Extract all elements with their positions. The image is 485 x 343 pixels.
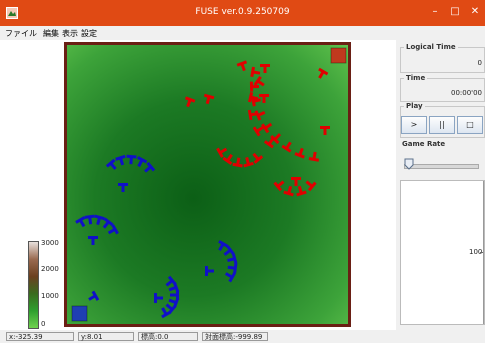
blue-unit-marker[interactable]	[134, 156, 148, 169]
red-unit-marker[interactable]	[232, 157, 243, 168]
title-bar: FUSE ver.0.9.250709 – □ ✕	[0, 0, 485, 26]
red-unit-marker[interactable]	[283, 185, 295, 197]
red-unit-marker[interactable]	[303, 178, 317, 192]
blue-unit-marker[interactable]	[158, 305, 172, 319]
red-unit-marker[interactable]	[294, 147, 307, 159]
blue-unit-marker[interactable]	[100, 217, 114, 231]
red-unit-marker[interactable]	[320, 126, 330, 135]
game-rate-group: Game Rate	[400, 140, 485, 176]
red-unit-marker[interactable]	[281, 140, 294, 153]
red-unit-marker[interactable]	[242, 156, 254, 168]
red-unit-marker[interactable]	[249, 81, 260, 92]
blue-unit-marker[interactable]	[106, 224, 119, 237]
status-y: y:8.01	[78, 332, 134, 341]
blue-unit-marker[interactable]	[223, 269, 237, 283]
red-unit-marker[interactable]	[247, 109, 259, 121]
legend-label-1000: 1000	[41, 292, 59, 300]
close-button[interactable]: ✕	[470, 6, 480, 17]
blue-unit-marker[interactable]	[170, 290, 179, 300]
logical-time-group: Logical Time 0	[400, 43, 485, 73]
time-group: Time 00:00'00	[400, 74, 485, 102]
blue-base-marker[interactable]	[71, 305, 88, 322]
time-label: Time	[404, 74, 428, 82]
blue-unit-marker[interactable]	[93, 214, 105, 226]
elevation-legend-bar	[28, 241, 39, 329]
blue-unit-marker[interactable]	[221, 245, 235, 258]
red-unit-marker[interactable]	[202, 93, 215, 105]
logical-time-label: Logical Time	[404, 43, 458, 51]
red-unit-marker[interactable]	[252, 123, 266, 137]
blue-unit-marker[interactable]	[118, 183, 128, 192]
red-unit-marker[interactable]	[250, 66, 261, 78]
blue-unit-marker[interactable]	[86, 290, 100, 304]
status-x: x:-325.39	[6, 332, 74, 341]
blue-unit-marker[interactable]	[226, 253, 238, 265]
blue-unit-marker[interactable]	[84, 214, 96, 225]
game-rate-slider-track[interactable]	[404, 164, 479, 169]
red-unit-marker[interactable]	[222, 152, 235, 165]
red-unit-marker[interactable]	[259, 94, 269, 103]
legend-label-3000: 3000	[41, 239, 59, 247]
blue-unit-marker[interactable]	[126, 154, 137, 165]
red-unit-marker[interactable]	[261, 120, 274, 134]
time-value: 00:00'00	[450, 89, 482, 97]
red-unit-marker[interactable]	[260, 64, 270, 73]
red-unit-marker[interactable]	[183, 96, 196, 108]
status-elevation: 標高:0.0	[138, 332, 198, 341]
red-unit-marker[interactable]	[308, 151, 320, 162]
red-unit-marker[interactable]	[291, 177, 301, 186]
play-button[interactable]: >	[401, 116, 427, 134]
red-unit-marker[interactable]	[295, 185, 307, 197]
red-unit-marker[interactable]	[253, 75, 267, 89]
stop-button[interactable]: □	[457, 116, 483, 134]
legend-label-0: 0	[41, 320, 46, 328]
minimize-button[interactable]: –	[432, 6, 438, 17]
red-unit-marker[interactable]	[216, 145, 229, 158]
blue-unit-marker[interactable]	[154, 293, 163, 303]
blue-unit-marker[interactable]	[88, 236, 98, 245]
app-icon	[6, 7, 18, 19]
blue-unit-marker[interactable]	[142, 161, 156, 175]
red-unit-marker[interactable]	[250, 151, 264, 164]
unit-layer	[71, 47, 347, 322]
menu-view[interactable]: 表示	[62, 29, 78, 38]
game-rate-slider-knob[interactable]	[404, 158, 414, 170]
play-label: Play	[404, 102, 425, 110]
blue-unit-marker[interactable]	[215, 239, 229, 253]
logical-time-value: 0	[477, 59, 482, 67]
red-unit-marker[interactable]	[248, 91, 259, 104]
status-relative-elevation: 対面標高:-999.89	[202, 332, 268, 341]
chart-axis	[483, 181, 484, 324]
blue-unit-marker[interactable]	[105, 158, 119, 172]
blue-unit-marker[interactable]	[205, 266, 214, 276]
chart-tick-label: 100	[469, 248, 483, 256]
window-title: FUSE ver.0.9.250709	[195, 7, 290, 17]
red-base-marker[interactable]	[330, 47, 347, 64]
blue-unit-marker[interactable]	[227, 262, 238, 274]
game-rate-label: Game Rate	[400, 140, 448, 148]
blue-unit-marker[interactable]	[75, 216, 88, 229]
menu-settings[interactable]: 設定	[81, 29, 97, 38]
menu-edit[interactable]: 編集	[43, 29, 59, 38]
red-unit-marker[interactable]	[270, 131, 283, 145]
rate-chart-area: 100	[400, 180, 485, 325]
red-unit-marker[interactable]	[273, 178, 286, 192]
maximize-button[interactable]: □	[450, 6, 460, 17]
red-unit-marker[interactable]	[263, 135, 277, 149]
status-bar: x:-325.39 y:8.01 標高:0.0 対面標高:-999.89	[0, 330, 396, 343]
chart-tick	[480, 252, 483, 253]
pause-button[interactable]: ||	[429, 116, 455, 134]
red-unit-marker[interactable]	[315, 67, 329, 81]
red-unit-marker[interactable]	[236, 60, 249, 72]
menu-file[interactable]: ファイル	[5, 29, 37, 38]
blue-unit-marker[interactable]	[167, 282, 180, 294]
blue-unit-marker[interactable]	[115, 154, 127, 167]
terrain-map[interactable]	[64, 42, 351, 327]
menu-bar: ファイル 編集 表示 設定	[0, 26, 485, 40]
legend-label-2000: 2000	[41, 265, 59, 273]
